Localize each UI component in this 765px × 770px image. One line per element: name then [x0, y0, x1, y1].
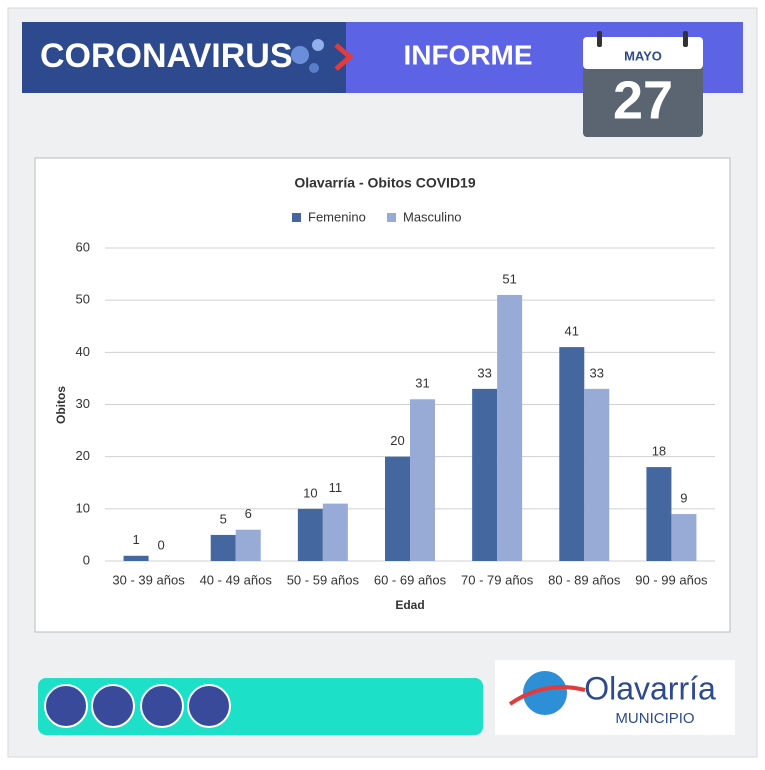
value-label: 33 [590, 365, 604, 380]
bar [235, 529, 261, 561]
value-label: 1 [132, 532, 139, 547]
bar [671, 514, 697, 561]
y-tick-label: 10 [76, 500, 90, 515]
y-tick-label: 20 [76, 448, 90, 463]
bar [559, 347, 585, 561]
bar [123, 555, 149, 561]
bar [410, 399, 435, 561]
y-tick-label: 0 [83, 552, 90, 567]
legend-swatch [292, 213, 301, 222]
y-tick-label: 60 [76, 239, 90, 254]
x-tick-label: 80 - 89 años [548, 572, 621, 587]
value-label: 9 [680, 490, 687, 505]
value-label: 6 [245, 506, 252, 521]
x-tick-label: 60 - 69 años [374, 572, 447, 587]
y-tick-label: 40 [76, 344, 90, 359]
value-label: 51 [502, 271, 516, 286]
value-label: 10 [303, 485, 317, 500]
header-title: CORONAVIRUS [40, 37, 293, 75]
y-tick-label: 50 [76, 292, 90, 307]
prevention-icons [44, 684, 231, 728]
legend-swatch [387, 213, 396, 222]
logo-mark [508, 671, 586, 715]
x-tick-label: 90 - 99 años [635, 572, 708, 587]
value-label: 11 [329, 480, 343, 495]
y-axis-label: Obitos [54, 386, 68, 424]
legend-label: Masculino [403, 209, 462, 224]
value-label: 20 [390, 433, 404, 448]
x-tick-label: 40 - 49 años [200, 572, 273, 587]
value-label: 18 [652, 444, 666, 459]
x-axis-label: Edad [395, 598, 424, 612]
chart-panel [34, 157, 731, 633]
value-label: 5 [220, 511, 227, 526]
bar [472, 388, 498, 561]
bar [297, 508, 323, 561]
bar [584, 388, 610, 561]
x-tick-label: 70 - 79 años [461, 572, 534, 587]
virus-icon [291, 39, 354, 73]
calendar [583, 31, 703, 137]
bar [646, 467, 672, 561]
value-label: 0 [157, 537, 164, 552]
calendar-day: 27 [613, 70, 673, 130]
x-tick-label: 30 - 39 años [112, 572, 185, 587]
logo-sub: MUNICIPIO [615, 710, 694, 727]
bar [322, 503, 348, 561]
header-center: INFORME [403, 39, 532, 70]
bar [497, 294, 523, 561]
bar [210, 534, 236, 561]
chart-title: Olavarría - Obitos COVID19 [294, 175, 475, 191]
bar [385, 456, 410, 561]
calendar-month: MAYO [624, 48, 662, 63]
value-label: 41 [565, 324, 579, 339]
x-tick-label: 50 - 59 años [287, 572, 360, 587]
value-label: 31 [415, 376, 429, 391]
logo-text: Olavarría [584, 670, 716, 706]
chart: Olavarría - Obitos COVID19ObitosEdad0102… [54, 175, 715, 612]
y-tick-label: 30 [76, 396, 90, 411]
value-label: 33 [477, 365, 491, 380]
legend-label: Femenino [308, 209, 366, 224]
